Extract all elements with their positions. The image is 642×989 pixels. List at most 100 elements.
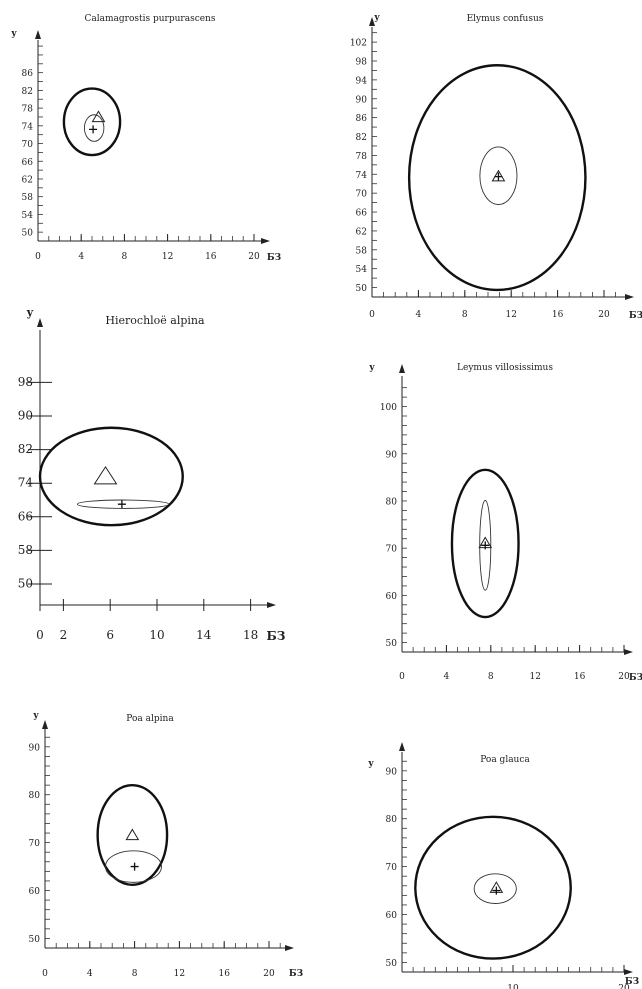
x-tick-label: 0 [36, 628, 44, 642]
x-axis-label: БЗ [267, 253, 281, 263]
outer-ellipse [450, 468, 520, 619]
y-tick-label: 70 [386, 863, 398, 873]
x-axis-label: БЗ [625, 977, 639, 987]
x-tick-label: 4 [416, 310, 422, 320]
y-tick-label: 50 [29, 935, 41, 945]
x-axis-label: БЗ [629, 673, 642, 683]
y-tick-label: 80 [386, 497, 398, 507]
triangle-marker [491, 169, 506, 182]
y-tick-label: 58 [18, 543, 33, 557]
inner-ellipse [76, 499, 170, 509]
panel-5: Poa alpina 0 4 8 12 16 20 50 60 70 80 90 y БЗ [29, 711, 304, 979]
y-tick-label: 80 [29, 791, 41, 801]
panel-3: Hierochloë alpina 0 2 6 10 14 18 50 58 66 74 82 90 98… [18, 306, 286, 643]
outer-ellipse [407, 64, 587, 292]
y-tick-label: 82 [356, 133, 367, 143]
x-axis-arrow [624, 969, 633, 975]
x-tick-label: 8 [462, 310, 468, 320]
panel-2: Elymus confusus 0 4 8 12 16 20 50 54 58 62 66 70 74 78… [350, 13, 642, 321]
y-tick-label: 98 [18, 375, 33, 389]
chart-title: Elymus confusus [467, 14, 544, 24]
x-axis-arrow [285, 945, 294, 951]
x-tick-label: 0 [35, 252, 41, 262]
y-axis-label: y [373, 13, 380, 23]
y-tick-label: 60 [386, 911, 398, 921]
cross-marker [492, 886, 501, 895]
cross-marker [494, 172, 503, 181]
outer-ellipse [414, 815, 572, 960]
cross-marker [117, 500, 126, 509]
triangle-marker [125, 828, 140, 841]
chart-title: Calamagrostis purpurascens [85, 14, 216, 24]
x-tick-label: 20 [618, 984, 630, 989]
y-axis-arrow [399, 742, 405, 751]
x-tick-label: 12 [162, 252, 173, 262]
x-tick-label: 4 [444, 672, 450, 682]
cross-marker [130, 862, 139, 871]
outer-ellipse [62, 87, 122, 157]
triangle-marker [91, 110, 106, 123]
x-tick-label: 12 [174, 969, 185, 979]
inner-ellipse [83, 114, 105, 142]
y-axis-label: y [367, 759, 374, 769]
x-tick-label: 2 [60, 628, 68, 642]
outer-ellipse [96, 783, 169, 886]
inner-ellipse [479, 500, 492, 591]
triangle-marker [93, 465, 118, 485]
y-tick-label: 54 [356, 265, 368, 275]
y-tick-label: 74 [22, 122, 34, 132]
inner-ellipse [479, 146, 518, 205]
y-tick-label: 60 [386, 592, 398, 602]
y-tick-label: 74 [18, 476, 34, 490]
y-tick-label: 70 [29, 839, 41, 849]
cross-marker [89, 125, 98, 134]
y-tick-label: 98 [356, 58, 368, 68]
y-tick-label: 58 [22, 193, 34, 203]
x-tick-label: 4 [87, 969, 93, 979]
y-tick-label: 50 [22, 229, 34, 239]
y-tick-label: 102 [350, 39, 367, 49]
y-tick-label: 66 [18, 509, 33, 523]
x-tick-label: 12 [529, 672, 540, 682]
x-tick-label: 16 [218, 969, 230, 979]
x-tick-label: 20 [618, 672, 630, 682]
x-tick-label: 8 [132, 969, 138, 979]
x-tick-label: 6 [106, 628, 114, 642]
x-tick-label: 16 [552, 310, 564, 320]
x-axis-arrow [261, 238, 270, 244]
x-axis-label: БЗ [629, 311, 642, 321]
y-tick-label: 70 [356, 190, 368, 200]
x-tick-label: 0 [399, 672, 405, 682]
panel-4: Leymus villosissimus 0 4 8 12 16 20 50 60 70 80 90 1… [368, 363, 642, 683]
x-tick-label: 12 [505, 310, 516, 320]
y-tick-label: 50 [356, 284, 368, 294]
x-tick-label: 20 [598, 310, 610, 320]
cross-marker [481, 541, 490, 550]
y-tick-label: 90 [29, 743, 41, 753]
y-tick-label: 82 [22, 87, 33, 97]
x-axis-arrow [267, 602, 276, 608]
y-axis-arrow [37, 318, 43, 327]
x-tick-label: 10 [507, 984, 519, 989]
y-tick-label: 62 [356, 227, 367, 237]
y-tick-label: 80 [386, 815, 398, 825]
x-tick-label: 0 [369, 310, 375, 320]
y-tick-label: 90 [18, 409, 33, 423]
x-tick-label: 20 [263, 969, 275, 979]
y-tick-label: 70 [22, 140, 34, 150]
x-tick-label: 4 [78, 252, 84, 262]
y-tick-label: 50 [386, 639, 398, 649]
y-axis-label: y [368, 363, 375, 373]
y-tick-label: 60 [29, 887, 41, 897]
chart-title: Poa alpina [126, 714, 174, 724]
x-tick-label: 18 [243, 628, 258, 642]
y-tick-label: 90 [386, 767, 398, 777]
y-tick-label: 82 [18, 442, 33, 456]
x-tick-label: 16 [574, 672, 586, 682]
x-axis-label: БЗ [289, 969, 303, 979]
y-axis-arrow [42, 720, 48, 729]
y-tick-label: 74 [356, 171, 368, 181]
y-tick-label: 78 [22, 105, 34, 115]
y-tick-label: 100 [380, 403, 397, 413]
y-axis-label: y [26, 306, 34, 319]
